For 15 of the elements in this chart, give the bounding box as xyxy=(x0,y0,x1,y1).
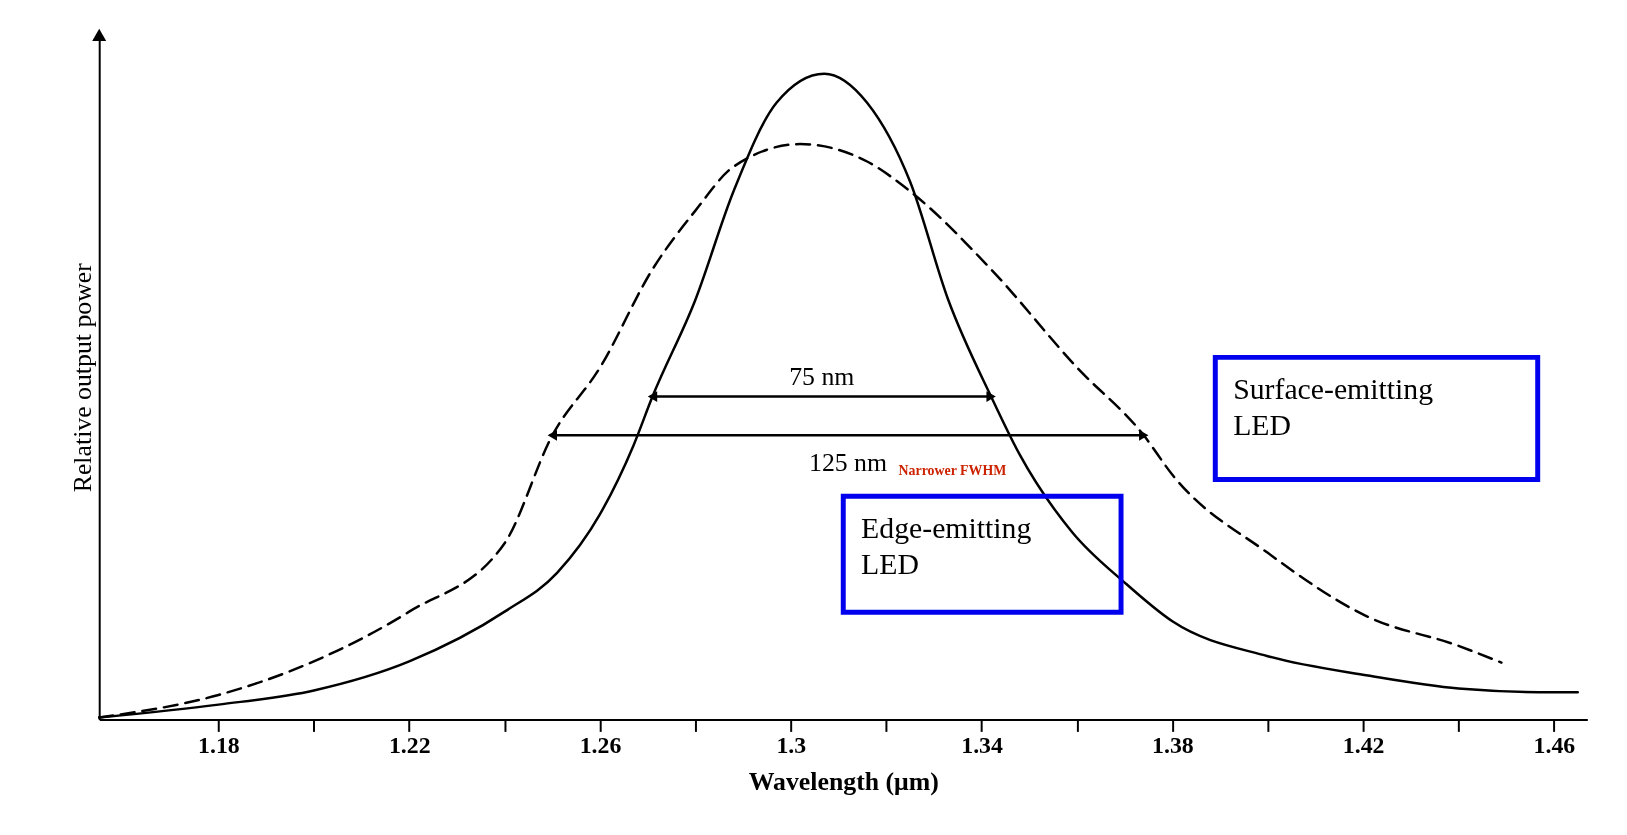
annotation: Narrower FWHM xyxy=(898,463,1007,479)
x-tick-label: 1.46 xyxy=(1533,731,1576,758)
x-tick-label: 1.22 xyxy=(388,731,431,758)
x-axis-title: Wavelength (μm) xyxy=(748,767,939,797)
x-tick-label: 1.26 xyxy=(579,731,622,758)
x-tick-label: 1.3 xyxy=(776,731,807,758)
x-tick-label: 1.42 xyxy=(1342,731,1385,758)
series-label: Edge-emitting LED xyxy=(861,510,1032,580)
x-tick-label: 1.18 xyxy=(198,731,240,758)
annotation: 75 nm xyxy=(789,361,855,391)
y-axis-title: Relative output power xyxy=(67,262,97,493)
annotation: 125 nm xyxy=(809,448,888,478)
x-tick-label: 1.34 xyxy=(961,731,1003,758)
text: Surface-emitting LED xyxy=(1233,372,1434,441)
x-tick-label: 1.38 xyxy=(1152,731,1194,758)
